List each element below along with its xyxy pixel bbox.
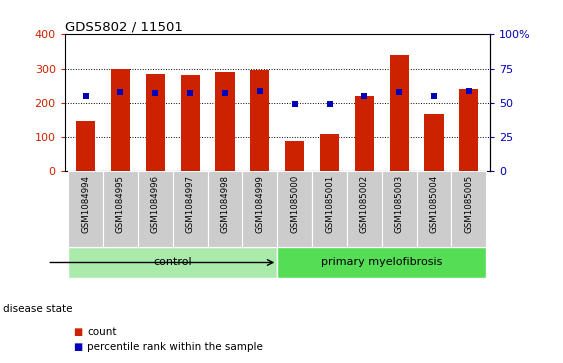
Bar: [285, 141, 304, 171]
Bar: [382, 171, 417, 247]
Bar: [103, 171, 138, 247]
Bar: [459, 89, 479, 171]
Text: count: count: [87, 327, 117, 337]
Point: [395, 89, 404, 95]
Text: GDS5802 / 11501: GDS5802 / 11501: [65, 20, 182, 33]
Bar: [138, 171, 173, 247]
Point: [186, 90, 195, 96]
Bar: [208, 171, 243, 247]
Point: [116, 89, 125, 95]
Bar: [68, 247, 278, 278]
Point: [81, 93, 90, 99]
Text: GSM1085001: GSM1085001: [325, 175, 334, 233]
Point: [464, 88, 473, 94]
Text: GSM1085005: GSM1085005: [464, 175, 473, 233]
Text: GSM1084994: GSM1084994: [81, 175, 90, 233]
Point: [360, 93, 369, 99]
Text: disease state: disease state: [3, 304, 72, 314]
Text: GSM1084999: GSM1084999: [256, 175, 265, 233]
Bar: [355, 96, 374, 171]
Bar: [173, 171, 208, 247]
Point: [290, 101, 299, 107]
Point: [256, 88, 265, 94]
Bar: [68, 171, 103, 247]
Bar: [347, 171, 382, 247]
Bar: [320, 134, 339, 171]
Text: GSM1084997: GSM1084997: [186, 175, 195, 233]
Text: ■: ■: [73, 342, 82, 352]
Bar: [278, 171, 312, 247]
Point: [221, 90, 230, 96]
Point: [325, 101, 334, 107]
Bar: [278, 247, 486, 278]
Text: GSM1084998: GSM1084998: [221, 175, 230, 233]
Text: primary myelofibrosis: primary myelofibrosis: [321, 257, 443, 268]
Text: GSM1085003: GSM1085003: [395, 175, 404, 233]
Text: GSM1085004: GSM1085004: [430, 175, 439, 233]
Text: GSM1085002: GSM1085002: [360, 175, 369, 233]
Text: GSM1084996: GSM1084996: [151, 175, 160, 233]
Text: GSM1085000: GSM1085000: [290, 175, 299, 233]
Bar: [111, 69, 130, 171]
Bar: [425, 114, 444, 171]
Point: [151, 90, 160, 96]
Bar: [146, 74, 165, 171]
Text: GSM1084995: GSM1084995: [116, 175, 125, 233]
Bar: [243, 171, 278, 247]
Text: ■: ■: [73, 327, 82, 337]
Bar: [452, 171, 486, 247]
Bar: [312, 171, 347, 247]
Bar: [390, 55, 409, 171]
Bar: [216, 72, 235, 171]
Text: control: control: [154, 257, 192, 268]
Bar: [181, 74, 200, 171]
Point: [430, 93, 439, 99]
Bar: [417, 171, 452, 247]
Bar: [251, 70, 270, 171]
Bar: [76, 121, 95, 171]
Text: percentile rank within the sample: percentile rank within the sample: [87, 342, 263, 352]
